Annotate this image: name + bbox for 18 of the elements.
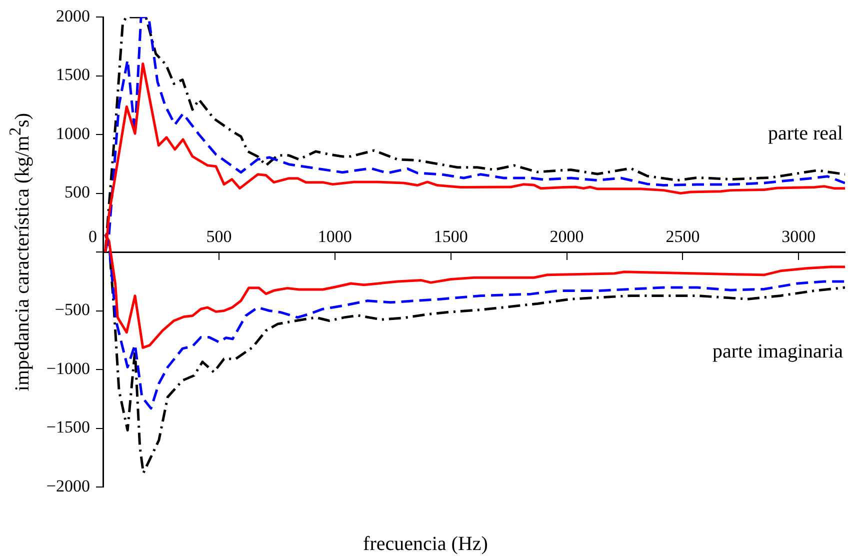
y-tick-label: −2000	[46, 476, 90, 496]
annotation: parte real	[768, 122, 844, 144]
x-tick-label: 2500	[666, 226, 700, 246]
y-tick-label: −1500	[46, 418, 90, 437]
x-tick-label: 1500	[434, 226, 468, 246]
y-tick-label: 1500	[56, 65, 90, 84]
x-tick-label: 2000	[550, 226, 584, 246]
y-tick-label: 500	[64, 182, 90, 202]
x-tick-label: 500	[206, 226, 232, 246]
x-tick-label: 0	[88, 226, 97, 246]
x-axis-title: frecuencia (Hz)	[362, 533, 489, 556]
y-tick-label: 1000	[56, 124, 90, 143]
x-tick-label: 1000	[318, 226, 352, 246]
y-tick-label: −500	[54, 300, 90, 320]
y-tick-label: −1000	[46, 358, 90, 378]
x-tick-label: 3000	[782, 226, 816, 246]
y-tick-label: 2000	[56, 6, 90, 26]
annotation: parte imaginaria	[712, 340, 844, 362]
